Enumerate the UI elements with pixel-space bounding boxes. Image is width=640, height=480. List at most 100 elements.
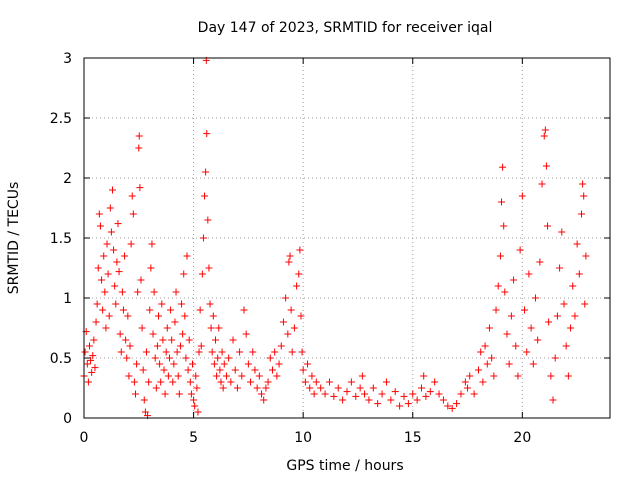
data-point: [147, 264, 155, 272]
data-point: [124, 312, 132, 320]
data-point: [126, 342, 134, 350]
data-point: [290, 324, 298, 332]
data-point: [306, 384, 314, 392]
data-point: [297, 312, 305, 320]
data-point: [296, 246, 304, 254]
data-point: [387, 396, 395, 404]
data-point: [148, 240, 156, 248]
data-point: [464, 384, 472, 392]
data-point: [396, 402, 404, 410]
y-tick-label: 2: [63, 171, 72, 187]
data-point: [135, 132, 143, 140]
data-point: [93, 300, 101, 308]
data-point: [409, 390, 417, 398]
data-point: [187, 390, 195, 398]
data-point: [213, 372, 221, 380]
data-point: [431, 378, 439, 386]
data-point: [217, 378, 225, 386]
data-point: [231, 366, 239, 374]
data-point: [155, 312, 163, 320]
x-tick-label: 15: [404, 430, 422, 446]
data-point: [169, 378, 177, 386]
data-point: [347, 378, 355, 386]
data-point: [85, 342, 93, 350]
data-point: [573, 240, 581, 248]
data-point: [275, 360, 283, 368]
data-point: [196, 306, 204, 314]
data-point: [173, 348, 181, 356]
data-point: [260, 396, 268, 404]
data-point: [295, 270, 303, 278]
data-point: [157, 378, 165, 386]
data-point: [233, 384, 241, 392]
axis-ticks: 0 5 10 15 20 0 0.5 1 1.5 2 2.5 3: [50, 51, 610, 446]
data-point: [531, 294, 539, 302]
data-point: [236, 348, 244, 356]
data-point: [180, 270, 188, 278]
data-point: [551, 354, 559, 362]
data-point: [547, 372, 555, 380]
data-point: [88, 368, 96, 376]
data-point: [575, 270, 583, 278]
data-point: [317, 384, 325, 392]
data-point: [207, 324, 215, 332]
data-point: [266, 354, 274, 362]
data-point: [293, 282, 301, 290]
data-point: [514, 372, 522, 380]
data-point: [121, 252, 129, 260]
data-point: [481, 342, 489, 350]
data-point: [172, 288, 180, 296]
data-point: [139, 366, 147, 374]
data-point: [123, 354, 131, 362]
data-point: [152, 384, 160, 392]
data-point: [136, 184, 144, 192]
data-point: [545, 318, 553, 326]
data-point: [114, 220, 122, 228]
data-point: [159, 336, 167, 344]
data-point: [496, 252, 504, 260]
data-point: [298, 348, 306, 356]
data-point: [479, 378, 487, 386]
data-point: [400, 392, 408, 400]
x-tick-label: 20: [513, 430, 531, 446]
data-point: [483, 360, 491, 368]
data-point: [553, 312, 561, 320]
data-point: [391, 388, 399, 396]
data-point: [321, 390, 329, 398]
data-point: [81, 348, 89, 356]
data-point: [475, 366, 482, 374]
data-point: [560, 300, 568, 308]
data-point: [132, 390, 140, 398]
data-point: [343, 388, 351, 396]
data-point: [556, 264, 564, 272]
data-point: [581, 300, 589, 308]
data-point: [253, 384, 261, 392]
data-point: [418, 384, 426, 392]
data-point: [304, 360, 312, 368]
data-point: [238, 372, 246, 380]
data-point: [133, 360, 141, 368]
data-point: [158, 300, 166, 308]
data-point: [100, 252, 108, 260]
data-point: [299, 366, 307, 374]
data-point: [229, 336, 237, 344]
data-point: [470, 390, 478, 398]
data-point: [113, 258, 121, 266]
data-point: [218, 348, 226, 356]
data-point: [179, 330, 187, 338]
data-point: [286, 252, 294, 260]
data-point: [188, 360, 196, 368]
y-axis-label: SRMTID / TECUs: [6, 182, 22, 295]
data-point: [118, 288, 126, 296]
data-point: [569, 282, 577, 290]
data-point: [523, 348, 531, 356]
data-point: [116, 330, 124, 338]
data-point: [512, 342, 520, 350]
data-point: [103, 240, 111, 248]
data-point: [193, 384, 201, 392]
data-point: [490, 372, 498, 380]
data-point: [197, 342, 205, 350]
data-point: [549, 396, 557, 404]
grid: [84, 58, 610, 418]
data-point: [404, 400, 412, 408]
